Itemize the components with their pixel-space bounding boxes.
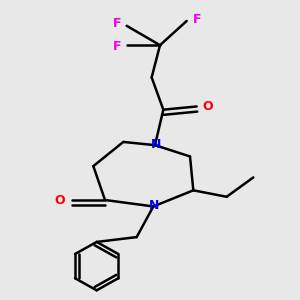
- Text: N: N: [151, 138, 161, 151]
- Text: F: F: [112, 40, 121, 53]
- Text: N: N: [149, 199, 160, 212]
- Text: F: F: [112, 17, 121, 30]
- Text: O: O: [55, 194, 65, 206]
- Text: F: F: [192, 13, 201, 26]
- Text: O: O: [202, 100, 213, 113]
